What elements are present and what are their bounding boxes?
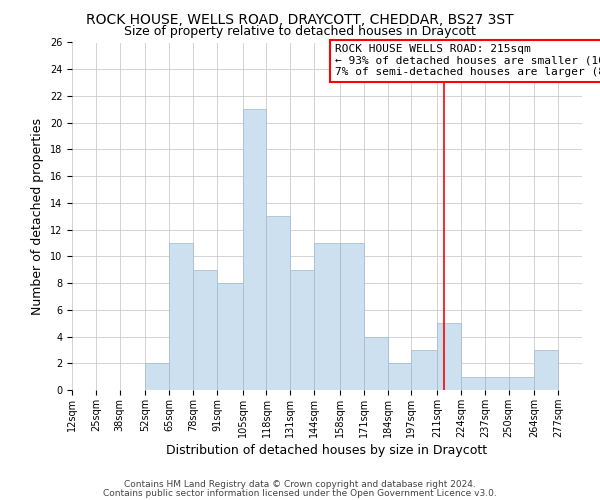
Bar: [193, 270, 217, 390]
Bar: [388, 364, 412, 390]
Bar: [266, 216, 290, 390]
Bar: [290, 270, 314, 390]
Bar: [509, 376, 535, 390]
Bar: [412, 350, 437, 390]
Text: ROCK HOUSE, WELLS ROAD, DRAYCOTT, CHEDDAR, BS27 3ST: ROCK HOUSE, WELLS ROAD, DRAYCOTT, CHEDDA…: [86, 12, 514, 26]
Bar: [145, 364, 169, 390]
Bar: [314, 243, 340, 390]
Text: Contains HM Land Registry data © Crown copyright and database right 2024.: Contains HM Land Registry data © Crown c…: [124, 480, 476, 489]
X-axis label: Distribution of detached houses by size in Draycott: Distribution of detached houses by size …: [166, 444, 488, 457]
Bar: [364, 336, 388, 390]
Bar: [437, 323, 461, 390]
Bar: [340, 243, 364, 390]
Text: ROCK HOUSE WELLS ROAD: 215sqm
← 93% of detached houses are smaller (107)
7% of s: ROCK HOUSE WELLS ROAD: 215sqm ← 93% of d…: [335, 44, 600, 78]
Bar: [217, 283, 242, 390]
Bar: [535, 350, 558, 390]
Bar: [461, 376, 485, 390]
Text: Size of property relative to detached houses in Draycott: Size of property relative to detached ho…: [124, 25, 476, 38]
Bar: [485, 376, 509, 390]
Bar: [169, 243, 193, 390]
Bar: [242, 110, 266, 390]
Text: Contains public sector information licensed under the Open Government Licence v3: Contains public sector information licen…: [103, 488, 497, 498]
Y-axis label: Number of detached properties: Number of detached properties: [31, 118, 44, 315]
